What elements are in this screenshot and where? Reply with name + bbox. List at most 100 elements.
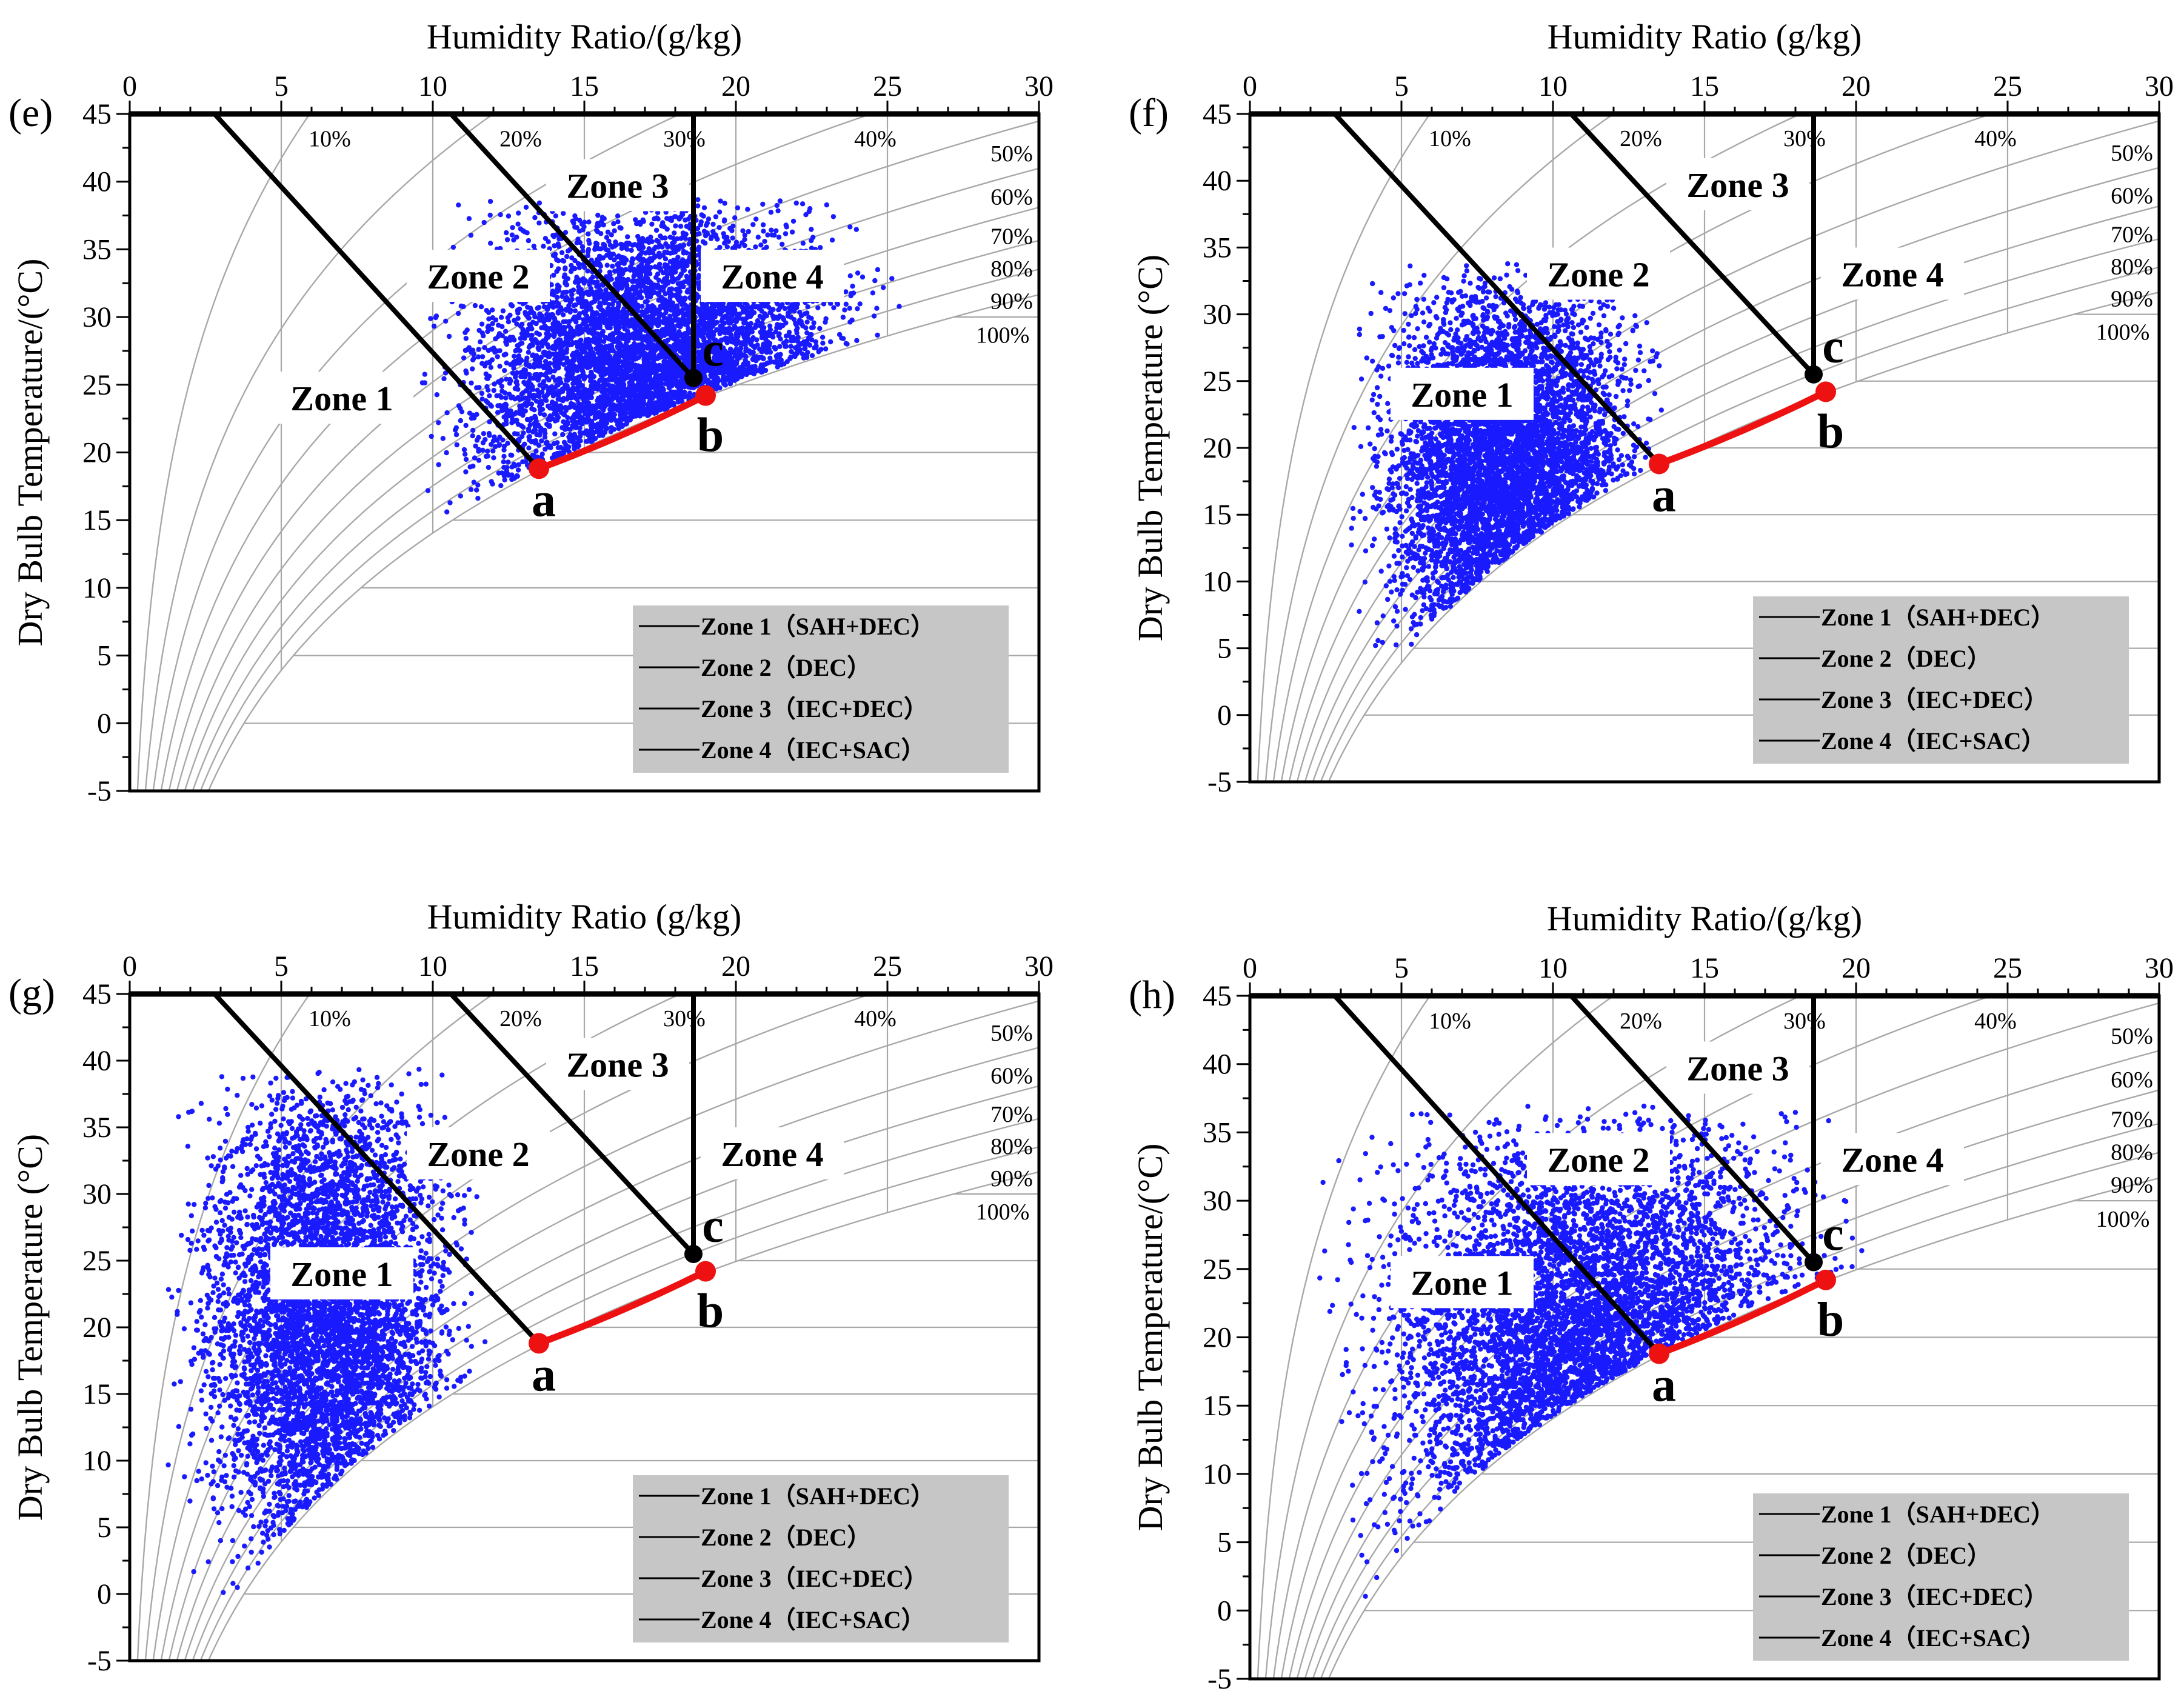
scatter-point: [575, 236, 581, 242]
scatter-point: [592, 247, 598, 252]
scatter-point: [695, 197, 701, 202]
scatter-point: [675, 339, 681, 345]
scatter-point: [487, 212, 493, 218]
scatter-point: [504, 360, 509, 365]
scatter-point: [476, 435, 481, 440]
scatter-point: [656, 278, 662, 283]
scatter-point: [504, 421, 509, 427]
scatter-point: [673, 214, 678, 219]
scatter-point: [506, 459, 511, 465]
scatter-point: [650, 377, 656, 383]
scatter-point: [621, 371, 627, 377]
scatter-point: [632, 333, 637, 338]
scatter-point: [556, 390, 562, 396]
scatter-point: [870, 290, 876, 296]
rh-curve: [136, 114, 311, 791]
scatter-point: [530, 353, 535, 358]
scatter-point: [678, 323, 684, 328]
scatter-point: [652, 216, 657, 222]
scatter-point: [807, 342, 813, 348]
scatter-point: [502, 477, 507, 482]
scatter-point: [802, 311, 807, 316]
scatter-point: [736, 330, 742, 336]
scatter-point: [633, 370, 639, 376]
scatter-point: [567, 307, 573, 313]
scatter-point: [514, 370, 520, 376]
scatter-point: [781, 316, 787, 322]
scatter-point: [703, 313, 709, 318]
scatter-point: [641, 334, 647, 339]
scatter-point: [484, 384, 490, 390]
scatter-point: [514, 321, 519, 327]
scatter-point: [847, 273, 853, 279]
scatter-point: [461, 304, 466, 310]
scatter-point: [842, 307, 847, 313]
scatter-point: [774, 202, 780, 208]
scatter-point: [479, 354, 486, 359]
scatter-point: [715, 339, 720, 344]
scatter-point: [605, 229, 611, 235]
scatter-point: [809, 332, 814, 338]
scatter-point: [698, 222, 703, 228]
scatter-point: [522, 441, 527, 447]
scatter-point: [515, 221, 521, 227]
scatter-point: [517, 407, 523, 412]
scatter-point: [769, 227, 774, 233]
scatter-point: [552, 243, 557, 248]
scatter-point: [534, 393, 539, 399]
scatter-point: [488, 241, 493, 246]
scatter-point: [480, 447, 486, 453]
scatter-point: [536, 315, 541, 321]
scatter-point: [535, 423, 541, 429]
scatter-point: [612, 268, 618, 274]
scatter-point: [875, 267, 881, 273]
scatter-point: [815, 305, 821, 310]
scatter-point: [626, 324, 632, 329]
scatter-point: [561, 210, 566, 216]
scatter-point: [675, 281, 681, 287]
scatter-point: [680, 307, 686, 313]
scatter-point: [767, 341, 773, 346]
scatter-point: [733, 311, 739, 316]
scatter-point: [507, 335, 513, 340]
scatter-point: [625, 241, 631, 247]
scatter-point: [764, 350, 770, 355]
scatter-point: [696, 252, 702, 258]
scatter-point: [604, 262, 610, 268]
scatter-point: [773, 353, 780, 359]
scatter-point: [601, 365, 607, 372]
scatter-point: [676, 317, 681, 322]
scatter-point: [673, 381, 678, 387]
scatter-point: [660, 392, 666, 397]
scatter-point: [536, 305, 542, 310]
scatter-point: [626, 319, 631, 324]
scatter-point: [663, 235, 668, 241]
scatter-point: [507, 381, 513, 386]
scatter-point: [695, 203, 701, 208]
scatter-point: [441, 376, 447, 381]
scatter-point: [525, 385, 531, 391]
scatter-point: [786, 310, 791, 316]
scatter-point: [776, 307, 781, 313]
scatter-point: [527, 305, 533, 311]
scatter-point: [535, 376, 540, 382]
scatter-point: [775, 364, 780, 370]
scatter-point: [828, 339, 833, 345]
scatter-point: [549, 401, 555, 406]
scatter-point: [830, 214, 837, 219]
scatter-point: [644, 262, 650, 267]
scatter-point: [800, 241, 806, 246]
scatter-point: [623, 410, 629, 416]
scatter-point: [497, 393, 503, 399]
scatter-point: [612, 395, 618, 400]
scatter-point: [625, 416, 631, 422]
scatter-point: [603, 287, 609, 293]
scatter-point: [476, 347, 481, 352]
scatter-point: [610, 264, 615, 269]
scatter-point: [742, 232, 748, 238]
scatter-point: [702, 375, 708, 381]
scatter-point: [624, 421, 629, 427]
scatter-point: [673, 269, 678, 275]
scatter-point: [726, 371, 732, 376]
scatter-point: [594, 402, 599, 408]
